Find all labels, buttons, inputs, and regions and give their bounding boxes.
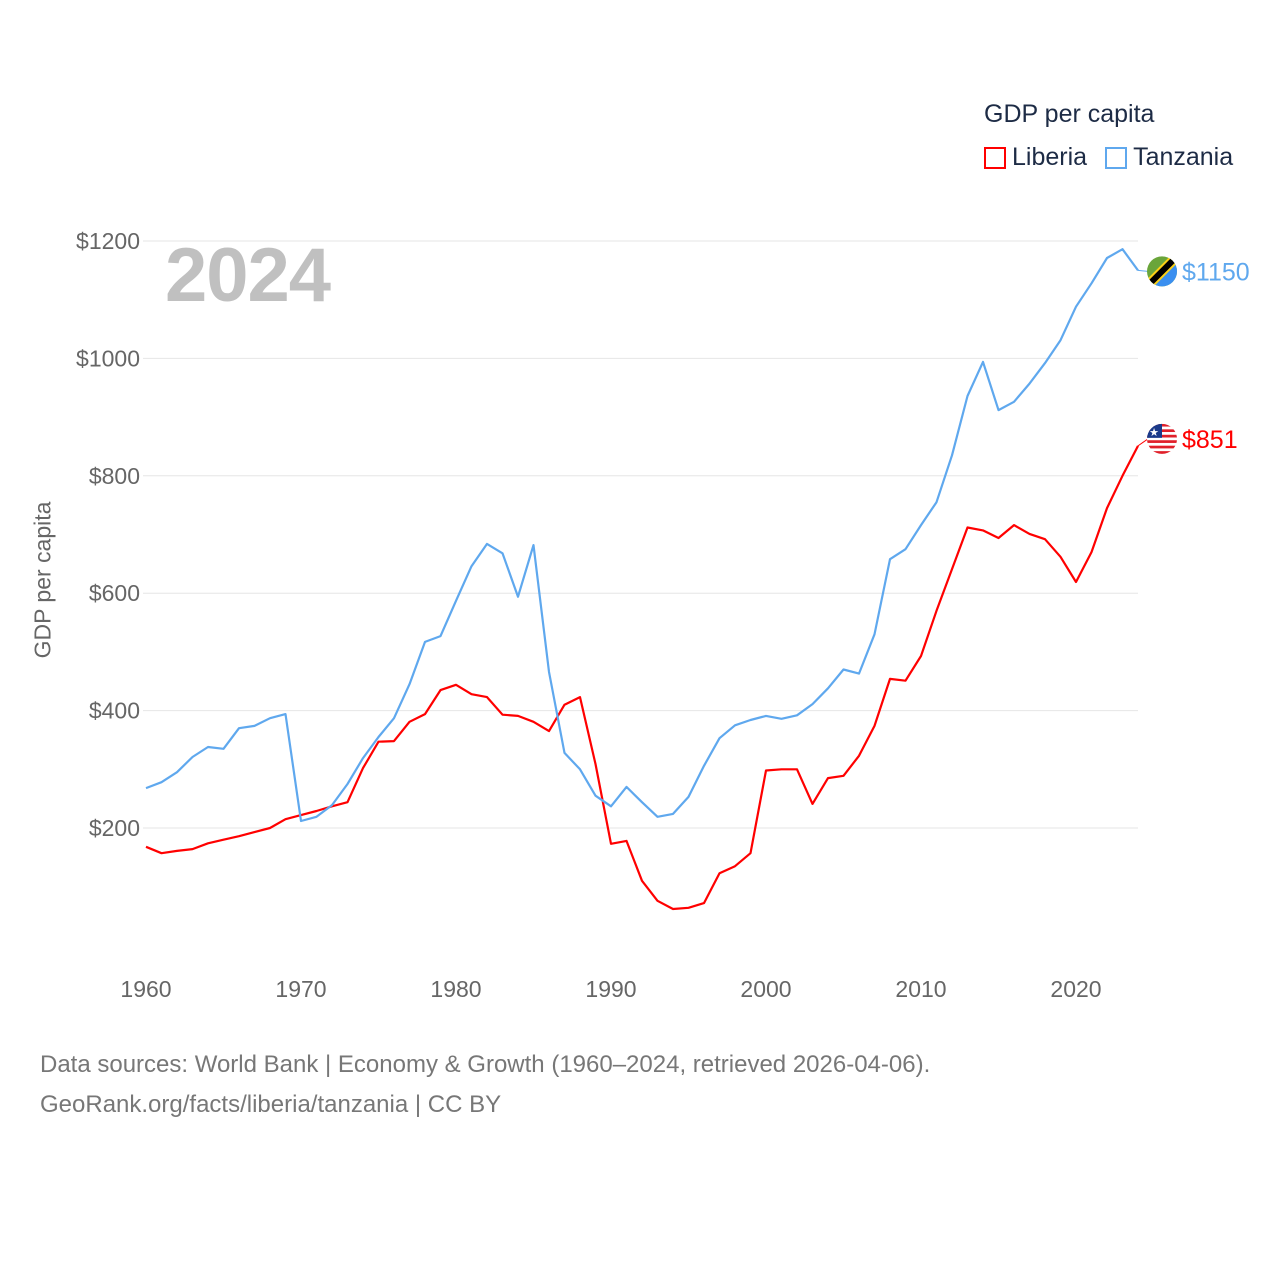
legend: Liberia Tanzania [984, 143, 1233, 172]
y-tick-label: $600 [89, 580, 140, 606]
y-tick-label: $1200 [76, 228, 140, 254]
x-tick-label: 1980 [430, 976, 481, 1002]
x-tick-label: 1970 [275, 976, 326, 1002]
x-tick-label: 2010 [895, 976, 946, 1002]
footer-sources: Data sources: World Bank | Economy & Gro… [40, 1051, 931, 1078]
series-line-tanzania [145, 248, 1139, 823]
tanzania-flag-icon [1147, 256, 1177, 287]
legend-item-tanzania[interactable]: Tanzania [1105, 143, 1233, 172]
y-axis-label: GDP per capita [29, 501, 56, 659]
end-value-label-tanzania: $1150 [1182, 258, 1250, 286]
y-tick-label: $200 [89, 815, 140, 841]
legend-swatch [1105, 146, 1128, 169]
x-tick-label: 2000 [740, 976, 791, 1002]
connector-line [1137, 269, 1149, 272]
legend-item-liberia[interactable]: Liberia [984, 143, 1087, 172]
svg-text:★: ★ [1149, 427, 1159, 439]
footer-link[interactable]: GeoRank.org/facts/liberia/tanzania | CC … [40, 1091, 502, 1118]
x-tick-label: 1960 [120, 976, 171, 1002]
connector-line [1137, 438, 1149, 447]
x-tick-label: 1990 [585, 976, 636, 1002]
y-tick-label: $400 [89, 698, 140, 724]
legend-swatch [984, 146, 1006, 169]
legend-label: Liberia [1012, 143, 1088, 171]
x-tick-label: 2020 [1050, 976, 1101, 1002]
end-value-label-liberia: $851 [1182, 426, 1238, 454]
year-label: 2024 [165, 233, 331, 318]
series-line-liberia [145, 445, 1139, 911]
y-tick-label: $1000 [76, 345, 140, 371]
legend-title: GDP per capita [984, 100, 1155, 128]
y-tick-label: $800 [89, 463, 140, 489]
liberia-flag-icon: ★ [1147, 423, 1177, 454]
legend-label: Tanzania [1133, 143, 1234, 171]
footer: Data sources: World Bank | Economy & Gro… [40, 1045, 930, 1125]
